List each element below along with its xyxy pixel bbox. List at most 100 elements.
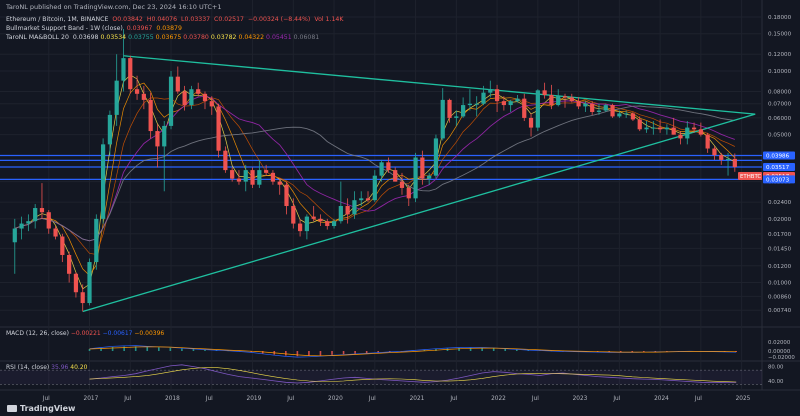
candle-body — [365, 198, 371, 201]
candle-body — [87, 262, 92, 304]
candle — [114, 54, 119, 126]
candle-body — [128, 58, 133, 90]
rsi-ma-line — [89, 367, 737, 383]
symbol-title[interactable]: Ethereum / Bitcoin, 1M, BINANCE — [6, 16, 109, 23]
candle — [331, 218, 337, 229]
macd-bar — [134, 346, 137, 351]
candle-body — [359, 198, 364, 201]
candle — [182, 85, 187, 111]
macd-bar — [342, 351, 345, 355]
rsi-pane: 80.00 40.00 — [0, 364, 784, 385]
macd-label[interactable]: MACD (12, 26, close) — [6, 330, 69, 337]
candle — [549, 84, 554, 110]
candle — [481, 85, 486, 106]
time-tick-label: Jul — [368, 396, 376, 402]
candle — [19, 216, 24, 240]
candle-body — [671, 127, 676, 135]
candle-body — [433, 138, 439, 176]
candle-body — [162, 125, 167, 147]
candle — [359, 191, 364, 207]
candle-body — [141, 93, 146, 100]
triangle-upper-line — [123, 55, 756, 115]
candle-body — [264, 170, 269, 173]
macd-value-3: −0.00396 — [134, 330, 165, 337]
rsi-tick-label: 40.00 — [768, 379, 784, 385]
macd-bar — [481, 348, 483, 351]
macd-bar — [643, 351, 645, 352]
macd-bar — [631, 351, 634, 353]
price-tick-label: 0.07000 — [768, 102, 792, 108]
candle — [33, 204, 38, 229]
candle-body — [304, 216, 309, 232]
candle — [202, 91, 208, 110]
macd-pane: 0.02000 0.00000−0.02000 — [88, 340, 795, 361]
time-tick-label: Jul — [612, 396, 620, 402]
ma-line-grey — [14, 105, 735, 242]
candle-body — [352, 200, 357, 215]
candle-body — [379, 162, 384, 176]
candle — [264, 164, 269, 176]
price-tick-label: 0.01700 — [768, 232, 792, 238]
candle — [583, 101, 588, 112]
candle-body — [467, 103, 473, 106]
price-badge — [763, 151, 795, 160]
macd-bar — [158, 347, 160, 351]
candle — [94, 214, 99, 270]
candle-body — [12, 228, 17, 243]
candle-body — [698, 129, 703, 135]
macd-bar — [123, 346, 125, 351]
macd-bar — [619, 351, 622, 353]
candle-body — [121, 58, 126, 81]
candle-body — [155, 131, 160, 147]
candle — [155, 124, 160, 168]
macd-bar — [192, 349, 195, 351]
macd-bar — [527, 350, 530, 351]
candle-body — [508, 101, 513, 106]
rsi-line — [89, 364, 737, 384]
candle-body — [515, 98, 520, 102]
candle-body — [712, 148, 717, 156]
macd-bar — [181, 348, 183, 351]
time-tick-label: Jul — [694, 396, 702, 402]
candle — [413, 152, 418, 203]
candle-body — [277, 181, 282, 185]
indicator-1-name[interactable]: Bullmarket Support Band - 1W (close) — [6, 25, 123, 32]
candle — [325, 218, 330, 230]
candle-body — [196, 89, 201, 94]
candle — [121, 28, 126, 92]
price-tick-label: 0.02400 — [768, 200, 792, 206]
candle-body — [590, 103, 595, 112]
indicator-1-value-2: 0.03879 — [156, 25, 182, 32]
candle-body — [719, 155, 724, 160]
candle-body — [522, 98, 527, 118]
candle — [352, 191, 357, 219]
candle-body — [732, 158, 737, 167]
price-tick-label: 0.05000 — [768, 133, 792, 139]
candle — [100, 138, 106, 224]
indicator-2-name[interactable]: TaroNL MA&BOLL 20 — [6, 34, 69, 41]
candle — [420, 150, 425, 185]
indicator-2-value: 0.06081 — [293, 34, 320, 41]
candle — [372, 170, 377, 203]
time-tick-label: Jul — [286, 396, 294, 402]
candle — [196, 82, 201, 97]
tradingview-logo-icon — [7, 405, 17, 412]
candle-body — [528, 117, 534, 128]
candle-body — [413, 157, 418, 199]
candle — [134, 75, 140, 100]
candle — [67, 251, 72, 283]
candle-body — [549, 94, 554, 106]
rsi-label[interactable]: RSI (14, close) — [6, 364, 50, 371]
price-tick-label: 0.01200 — [768, 264, 792, 270]
macd-bar — [504, 349, 507, 351]
candle — [26, 214, 31, 232]
candle — [732, 153, 737, 172]
macd-bar — [319, 351, 322, 356]
macd-bar — [296, 351, 299, 357]
tradingview-logo-text: TradingView — [20, 404, 76, 413]
time-tick-label: 2021 — [410, 396, 425, 402]
candle-body — [454, 116, 459, 118]
rsi-header: RSI (14, close) 35.96 40.20 — [6, 364, 87, 371]
candle — [168, 70, 174, 130]
